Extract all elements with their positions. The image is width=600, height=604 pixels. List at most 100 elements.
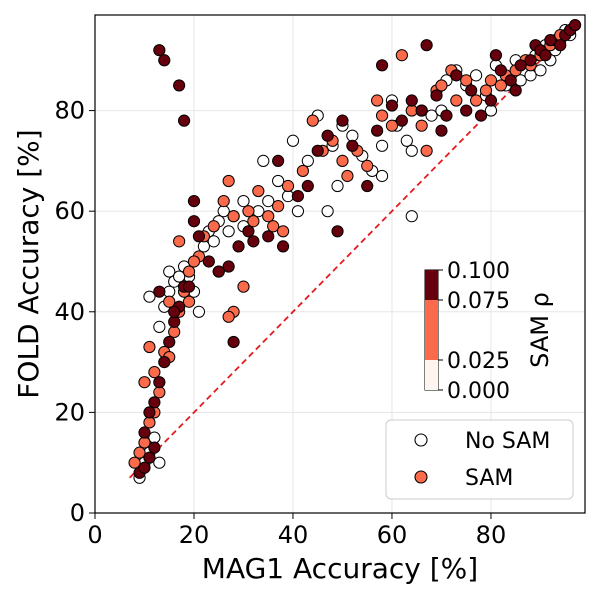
data-point (173, 235, 186, 248)
data-point (207, 235, 220, 248)
data-point (371, 124, 384, 137)
plot-frame (94, 14, 586, 514)
colorbar-tick-label: 0.000 (447, 379, 510, 404)
colorbar: 0.100 0.075 0.025 0.000 SAM ρ (424, 259, 554, 404)
data-point (158, 54, 171, 67)
x-tick-label: 60 (377, 521, 408, 549)
colorbar-ticks: 0.100 0.075 0.025 0.000 (438, 259, 510, 404)
legend-label-no-sam: No SAM (465, 429, 550, 454)
data-point (420, 39, 433, 52)
y-tick-label: 60 (54, 197, 85, 225)
data-point (385, 119, 399, 132)
y-tick-label: 0 (70, 499, 85, 527)
data-point (331, 225, 344, 238)
data-point (202, 255, 215, 268)
data-point (460, 74, 473, 87)
data-point (450, 69, 463, 82)
data-point (153, 456, 166, 469)
data-point (177, 114, 191, 127)
legend-marker-no-sam (414, 433, 428, 447)
data-point (133, 446, 146, 459)
data-point (212, 265, 225, 278)
data-point (143, 406, 156, 419)
colorbar-tick-label: 0.100 (447, 259, 510, 284)
legend-label-sam: SAM (465, 466, 513, 491)
data-point (138, 376, 151, 389)
data-point (435, 79, 448, 92)
data-point (430, 89, 443, 102)
data-point (143, 451, 156, 464)
x-tick-label: 20 (179, 521, 210, 549)
data-point (361, 159, 374, 173)
data-point (143, 340, 156, 354)
data-point (237, 195, 250, 208)
data-point (182, 295, 196, 308)
x-axis-label: MAG1 Accuracy [%] (202, 552, 478, 585)
data-point (257, 154, 270, 167)
data-point (281, 179, 295, 193)
reference-diagonal-line (129, 24, 576, 479)
data-point (450, 94, 463, 107)
data-point (331, 179, 344, 193)
legend-box (385, 419, 574, 500)
data-point (247, 215, 260, 228)
data-point (361, 179, 374, 193)
y-tick-label: 80 (54, 97, 85, 125)
data-point (168, 315, 181, 328)
data-point (217, 195, 230, 208)
colorbar-tick-label: 0.025 (447, 349, 510, 374)
data-point (237, 280, 250, 293)
data-point (321, 129, 334, 142)
data-point (148, 396, 161, 409)
data-point (158, 355, 171, 369)
colorbar-tick-label: 0.075 (447, 289, 510, 314)
data-point (420, 144, 433, 157)
x-tick-label: 0 (87, 521, 102, 549)
data-point (371, 94, 384, 107)
data-point (470, 94, 483, 107)
data-point (168, 325, 181, 339)
data-point (192, 230, 206, 243)
data-point (272, 174, 285, 188)
legend-marker-sam (414, 470, 428, 484)
data-point (405, 144, 418, 157)
data-point (153, 386, 166, 399)
data-point (272, 154, 285, 167)
data-point (534, 64, 547, 77)
data-point (276, 225, 290, 238)
data-point (267, 220, 280, 233)
data-point (138, 461, 151, 474)
data-point (187, 195, 201, 208)
data-point (262, 210, 275, 223)
data-point (182, 265, 196, 278)
data-point (544, 34, 557, 47)
data-point (173, 270, 186, 283)
data-point (405, 210, 418, 223)
data-point (153, 285, 166, 298)
data-point (222, 260, 235, 273)
data-point (465, 84, 478, 97)
data-point (192, 305, 206, 318)
data-point (415, 119, 428, 132)
data-point (232, 240, 245, 253)
data-point (296, 164, 309, 178)
data-point (227, 210, 240, 223)
data-point (291, 205, 305, 218)
data-point (301, 179, 314, 193)
colorbar-band (425, 270, 438, 300)
data-point (415, 104, 428, 117)
data-point (163, 295, 176, 308)
data-point (494, 64, 507, 77)
data-point (425, 109, 438, 122)
data-point (395, 49, 408, 62)
data-point (440, 109, 453, 122)
data-point (163, 265, 176, 278)
data-point (321, 205, 334, 218)
data-point (222, 225, 235, 238)
data-point (242, 225, 255, 238)
data-point (484, 94, 498, 107)
data-point (187, 215, 201, 228)
colorbar-band (425, 360, 438, 390)
